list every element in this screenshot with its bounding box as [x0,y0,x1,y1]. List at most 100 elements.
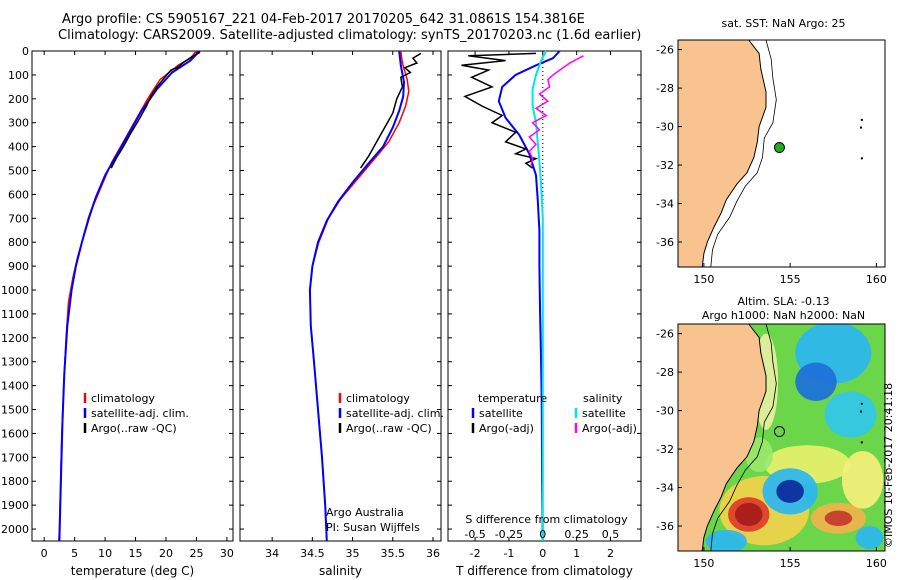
difference-series-line [497,50,561,542]
sst-map-xtick-label: 150 [693,273,714,286]
depth-tick-label: 1900 [1,499,29,512]
temperature-xtick-label: 5 [71,547,78,560]
sst-map-ytick-label: -30 [656,121,674,134]
depth-tick-label: 1700 [1,451,29,464]
temperature-xtick-label: 20 [159,547,173,560]
sla-anomaly [824,391,877,438]
depth-tick-label: 500 [8,165,29,178]
salinity-xtick-label: 36 [426,547,440,560]
sla-map-ytick-label: -28 [656,366,674,379]
temperature-frame [31,50,234,542]
temperature-xtick-label: 25 [189,547,203,560]
depth-tick-label: 800 [8,236,29,249]
sla-anomaly [734,502,763,526]
plot-title-line1: Argo profile: CS 5905167_221 04-Feb-2017… [62,12,585,27]
sla-map-title: Argo h1000: NaN h2000: NaN [702,309,865,322]
depth-tick-label: 1400 [1,380,29,393]
depth-tick-label: 1800 [1,475,29,488]
plot-title-line2: Climatology: CARS2009. Satellite-adjuste… [58,28,642,43]
legend-entry: satellite [479,407,523,420]
sla-map-ytick-label: -32 [656,443,674,456]
salinity-xtick-label: 35.5 [381,547,406,560]
sst-map-content [678,40,863,267]
depth-tick-label: 0 [22,45,29,58]
sst-map-ytick-label: -28 [656,82,674,95]
depth-tick-label: 1000 [1,284,29,297]
sst-map-island [859,126,862,129]
difference-frame [447,50,642,542]
difference-series-line [461,52,539,169]
legend-entry: Argo(..raw -QC) [91,422,177,435]
sla-map-content [678,324,885,551]
annotation-line: Argo Australia [326,506,404,519]
depth-tick-label: 900 [8,260,29,273]
annotation-line: PI: Susan Wijffels [326,521,420,534]
temperature-series-line [110,51,201,169]
sla-map-island [860,402,863,405]
sst-map-ytick-label: -32 [656,159,674,172]
sla-map-title: Altim. SLA: -0.13 [737,295,829,308]
legend-entry: Argo(..raw -QC) [346,422,432,435]
sla-anomaly [776,479,804,503]
sla-map-ytick-label: -34 [656,482,674,495]
salinity-diff-tick-label: 0.5 [602,528,620,541]
salinity-diff-tick-label: 0.25 [564,528,589,541]
sla-map-island [860,441,863,444]
sla-map-ytick-label: -36 [656,520,674,533]
depth-tick-label: 2000 [1,523,29,536]
temperature-series-line [58,50,201,542]
legend-entry: satellite-adj. clim. [346,407,444,420]
legend-entry: satellite-adj. clim. [91,407,189,420]
difference-xtick-label: 0 [539,547,546,560]
sst-map-island [860,118,863,121]
salinity-series-line [359,52,422,169]
sst-map-title: sat. SST: NaN Argo: 25 [722,17,846,30]
temperature-series-line [58,50,198,542]
depth-tick-label: 100 [8,69,29,82]
difference-xtick-label: 1 [573,547,580,560]
sla-map-frame [677,323,886,552]
sst-map-island [860,157,863,160]
sla-anomaly [705,529,747,551]
salinity-frame [239,50,442,542]
sla-map-xtick-label: 155 [780,557,801,570]
sst-map-xtick-label: 155 [780,273,801,286]
difference-series-line [531,50,548,541]
salinity-xtick-label: 34.5 [300,547,325,560]
sla-map-xtick-label: 150 [693,557,714,570]
salinity-xlabel: salinity [319,564,362,578]
salinity-diff-label: S difference from climatology [465,513,628,526]
depth-tick-label: 400 [8,141,29,154]
difference-xtick-label: -2 [470,547,481,560]
temperature-xlabel: temperature (deg C) [71,564,194,578]
temperature-xtick-label: 10 [98,547,112,560]
depth-tick-label: 200 [8,93,29,106]
sla-anomaly [855,525,884,550]
salinity-diff-tick-label: 0 [539,528,546,541]
depth-tick-label: 600 [8,188,29,201]
sla-map-land [678,324,767,551]
sst-map-float-marker [773,142,785,154]
legend-salinity-title: salinity [583,392,623,405]
sst-map-ytick-label: -34 [656,198,674,211]
depth-tick-label: 1200 [1,332,29,345]
depth-tick-label: 1500 [1,404,29,417]
sla-map-ytick-label: -30 [656,405,674,418]
legend-entry: Argo(-adj) [479,422,534,435]
sst-map-land [678,40,767,267]
salinity-diff-tick-label: -0.25 [495,528,523,541]
legend-entry: satellite [582,407,626,420]
imos-timestamp: ©IMOS 10-Feb-2017 20:41:18 [882,382,895,548]
legend-entry: climatology [91,392,155,405]
depth-tick-label: 300 [8,117,29,130]
sst-map-ytick-label: -36 [656,236,674,249]
sla-map-float-marker [773,426,785,438]
salinity-xtick-label: 34 [265,547,279,560]
sla-anomaly [841,450,884,509]
depth-tick-label: 1600 [1,427,29,440]
sla-anomaly [824,510,853,526]
temperature-xtick-label: 15 [129,547,143,560]
sla-map-island [859,410,862,413]
sst-map-frame [677,39,886,268]
